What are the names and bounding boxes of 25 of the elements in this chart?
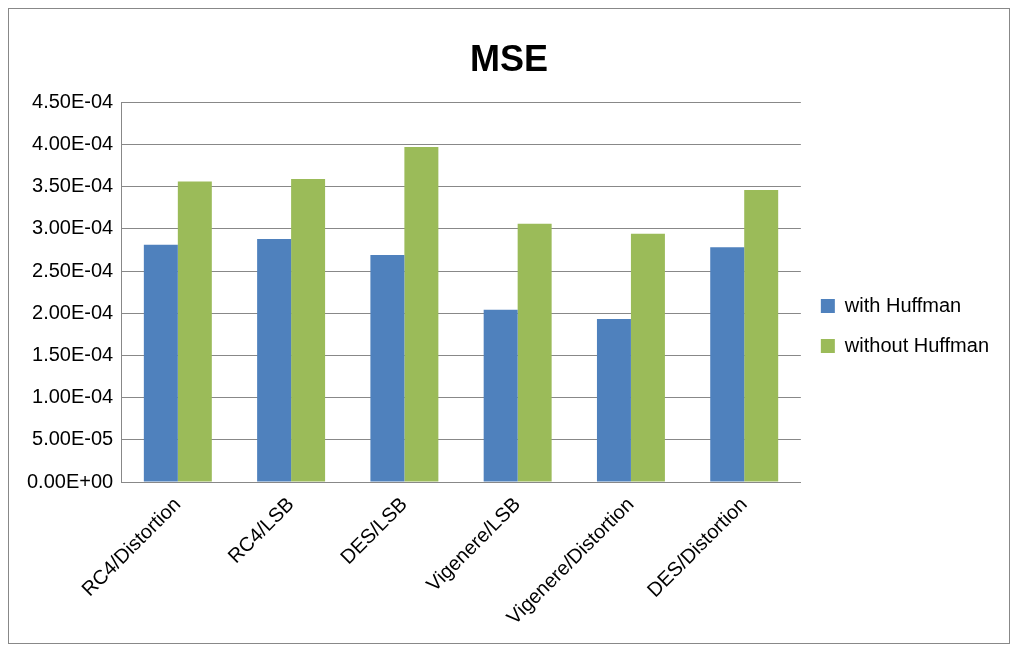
bar: [143, 244, 178, 482]
legend-label: with Huffman: [843, 293, 962, 316]
bar: [370, 254, 405, 482]
bar: [404, 146, 439, 482]
y-tick-label: 4.50E-04: [32, 89, 114, 112]
bar: [744, 189, 779, 482]
chart-title: MSE: [469, 37, 549, 79]
bar: [291, 179, 326, 482]
y-tick-label: 0.00E+00: [26, 469, 114, 492]
bar: [177, 181, 212, 482]
y-tick-label: 2.50E-04: [32, 258, 114, 281]
y-tick-label: 2.00E-04: [32, 300, 114, 323]
y-tick-label: 3.00E-04: [32, 216, 114, 239]
y-tick-label: 4.00E-04: [32, 131, 114, 154]
bar: [517, 223, 552, 482]
bar: [710, 247, 745, 482]
y-tick-label: 1.50E-04: [32, 342, 114, 365]
y-tick-label: 1.00E-04: [32, 385, 114, 408]
y-tick-label: 3.50E-04: [32, 174, 114, 197]
y-tick-label: 5.00E-05: [32, 427, 114, 450]
bar: [257, 238, 292, 482]
bar: [596, 319, 631, 482]
bar: [483, 309, 518, 482]
legend-label: without Huffman: [843, 333, 990, 356]
bar: [630, 233, 665, 482]
